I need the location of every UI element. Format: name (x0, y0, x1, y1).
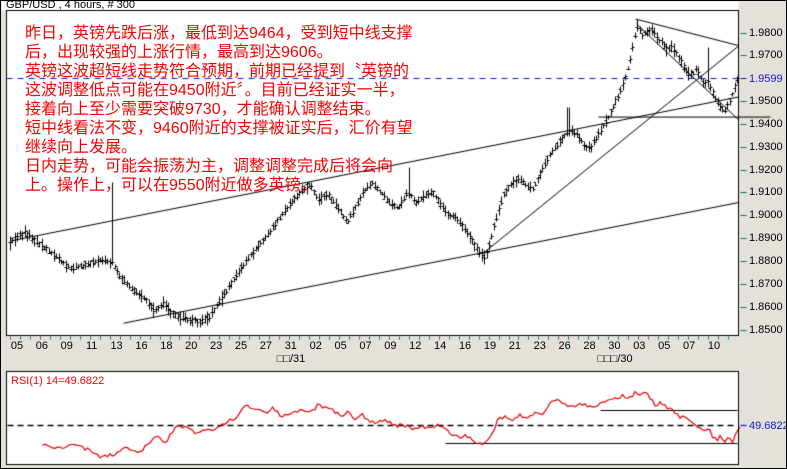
price-axis-label: 1.9300 (749, 140, 783, 153)
price-axis-label: 1.9200 (749, 163, 783, 176)
current-price-label: 1.9599 (749, 73, 783, 85)
annotation-line: 英镑这波超短线走势符合预期，前期已经提到〝英镑的 (25, 63, 410, 80)
annotation-text: 昨日，英镑先跌后涨，最低到达9464，受到短中线支撑 后，出现较强的上涨行情，最高… (25, 24, 413, 195)
date-axis-label: 09 (384, 340, 397, 352)
annotation-line: 接着向上至少需要突破9730，才能确认调整结束。 (25, 101, 381, 118)
date-axis-label: 05 (334, 340, 347, 352)
date-axis-label: 05 (10, 340, 24, 352)
price-axis-label: 1.8800 (749, 255, 783, 267)
annotation-line: 这波调整低点可能在9450附近〞。目前已经证实一半， (25, 82, 405, 99)
annotation-line: 上。操作上，可以在9550附近做多英镑。 (25, 177, 317, 194)
date-axis-label: 02 (309, 340, 322, 352)
date-axis-label: 23 (533, 340, 546, 352)
annotation-line: 短中线看法不变，9460附近的支撑被证实后，汇价有望 (25, 120, 413, 137)
price-axis-label: 1.9000 (749, 209, 783, 222)
price-axis-label: 1.9700 (749, 49, 783, 62)
price-axis-label: 1.9100 (749, 186, 783, 199)
date-axis-label: 03 (633, 340, 646, 352)
date-axis-label: 19 (483, 340, 497, 352)
annotation-line: 昨日，英镑先跌后涨，最低到达9464，受到短中线支撑 (25, 25, 413, 42)
date-axis-label: 07 (359, 340, 372, 352)
date-axis-label: 12 (409, 340, 422, 352)
rsi-pane[interactable] (6, 371, 738, 464)
date-axis-label: 13 (110, 340, 123, 352)
price-axis-label: 1.9800 (749, 26, 783, 39)
date-axis-label: 06 (35, 340, 49, 352)
date-axis-label: 14 (434, 340, 447, 352)
annotation-line: 继续向上发展。 (25, 139, 138, 156)
date-axis-label: 05 (658, 340, 671, 352)
rsi-indicator-label: RSI(1) 14=49.6822 (11, 375, 105, 387)
price-axis-label: 1.8600 (749, 300, 783, 313)
date-axis-label: 21 (508, 340, 521, 352)
date-axis-label: 16 (458, 340, 472, 352)
date-axis-label: 23 (210, 340, 223, 352)
month-axis-label: □□□/30 (597, 353, 633, 365)
date-axis-label: 11 (85, 340, 98, 352)
date-axis-label: 18 (160, 340, 173, 352)
date-axis-label: 26 (558, 340, 571, 352)
date-axis-label: 16 (135, 340, 148, 352)
date-axis-label: 30 (608, 340, 621, 352)
date-axis-label: 27 (259, 340, 273, 352)
date-axis-label: 20 (185, 340, 198, 352)
price-axis-label: 1.8700 (749, 277, 783, 290)
date-axis-label: 28 (583, 340, 596, 352)
date-axis-label: 25 (234, 340, 248, 352)
date-axis-label: 09 (60, 340, 73, 352)
annotation-line: 日内走势，可能会振荡为主，调整调整完成后将会向 (25, 158, 394, 175)
date-axis-label: 31 (284, 340, 297, 352)
price-axis-label: 1.8900 (749, 232, 783, 245)
date-axis-label: 07 (682, 340, 696, 352)
chart-title: GBP/USD , 4 hours, # 300 (6, 0, 136, 11)
rsi-current-value-label: 49.6822 (749, 420, 787, 432)
price-axis-label: 1.9400 (749, 117, 783, 130)
date-axis-label: 10 (707, 340, 721, 352)
price-axis-label: 1.9500 (749, 95, 783, 108)
annotation-line: 后，出现较强的上涨行情，最高到达9606。 (25, 44, 333, 61)
month-axis-label: □□/31 (276, 353, 306, 365)
price-axis-label: 1.8500 (749, 323, 783, 336)
